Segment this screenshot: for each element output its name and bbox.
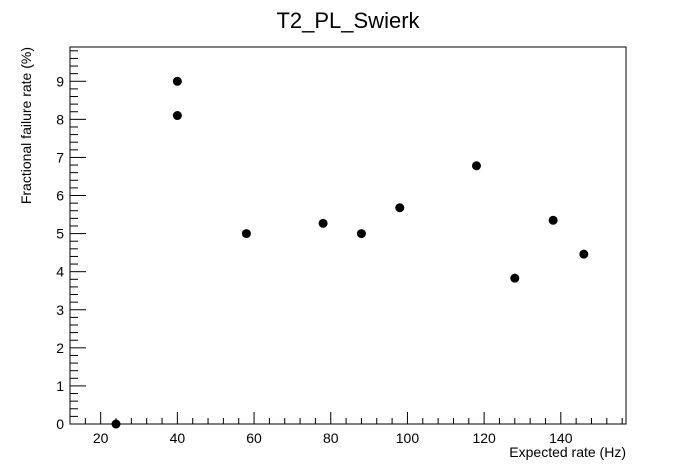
x-axis-label: Expected rate (Hz) — [509, 444, 626, 460]
x-tick-label: 40 — [170, 430, 186, 446]
x-tick-label: 20 — [93, 430, 109, 446]
y-axis: 0 1 2 3 4 5 6 7 8 9 — [56, 50, 86, 432]
y-tick-label: 0 — [56, 416, 64, 432]
x-tick-label: 140 — [549, 430, 573, 446]
data-point — [356, 229, 366, 239]
data-point — [579, 249, 589, 259]
data-point — [471, 161, 481, 171]
data-point — [548, 215, 558, 225]
data-point — [172, 111, 182, 121]
data-point — [510, 273, 520, 283]
x-tick-label: 80 — [323, 430, 339, 446]
data-point — [318, 218, 328, 228]
x-tick-label: 60 — [246, 430, 262, 446]
y-tick-label: 9 — [56, 73, 64, 89]
data-point — [172, 76, 182, 86]
y-tick-label: 6 — [56, 188, 64, 204]
plot-frame — [69, 46, 627, 425]
y-tick-label: 5 — [56, 226, 64, 242]
y-tick-label: 1 — [56, 378, 64, 394]
data-point — [241, 229, 251, 239]
y-tick-label: 3 — [56, 302, 64, 318]
data-point — [111, 419, 121, 429]
y-axis-label: Fractional failure rate (%) — [18, 47, 34, 204]
y-tick-label: 8 — [56, 111, 64, 127]
data-points — [111, 76, 589, 429]
x-tick-label: 100 — [396, 430, 420, 446]
y-tick-label: 4 — [56, 264, 64, 280]
x-tick-label: 120 — [472, 430, 496, 446]
y-tick-label: 2 — [56, 340, 64, 356]
y-tick-label: 7 — [56, 149, 64, 165]
data-point — [395, 203, 405, 213]
chart-title: T2_PL_Swierk — [276, 8, 420, 33]
x-axis: 20 40 60 80 100 120 140 — [69, 412, 623, 446]
